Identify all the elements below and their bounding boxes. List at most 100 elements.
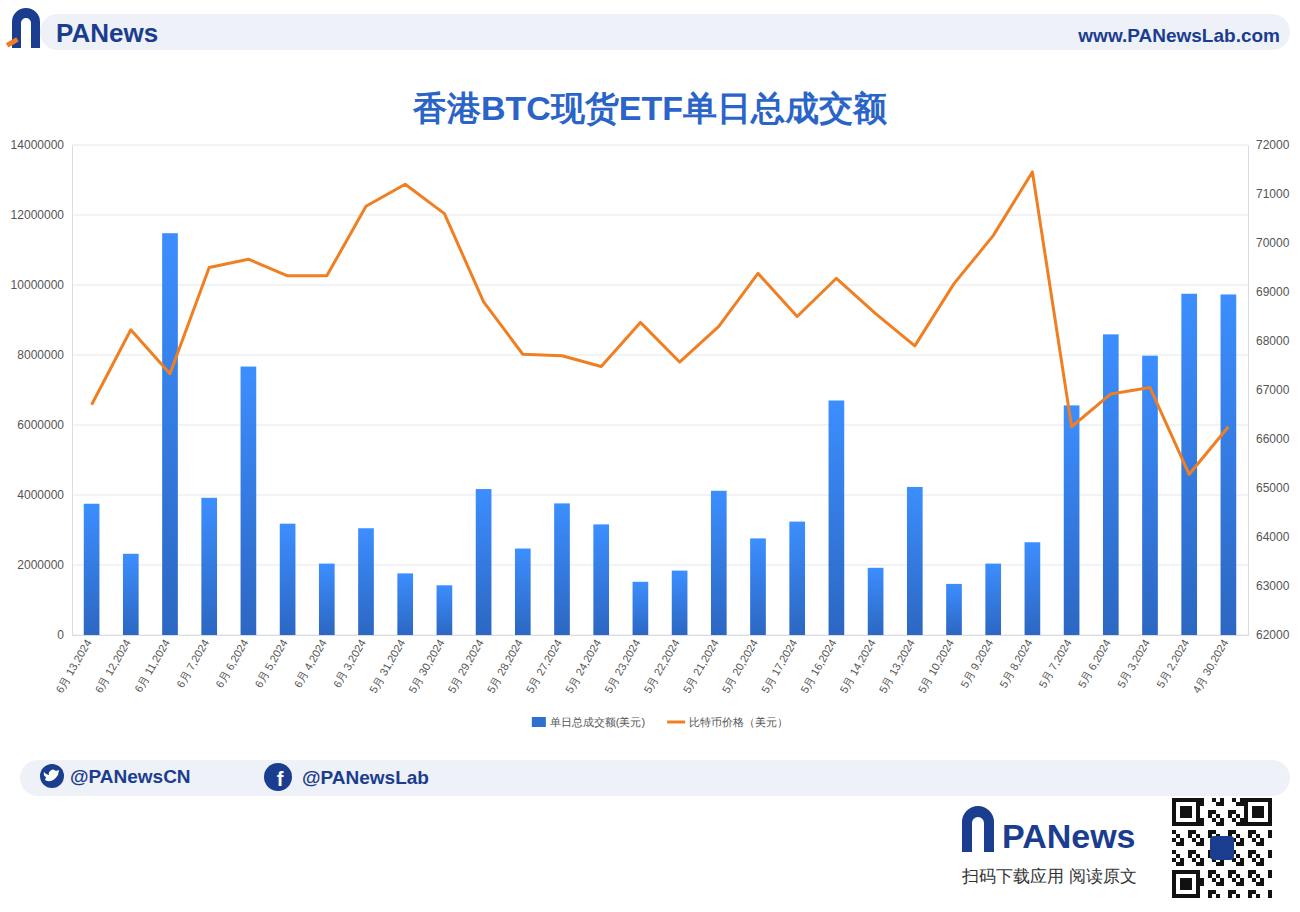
bar-series (84, 233, 1236, 635)
qr-module (1252, 838, 1256, 842)
y-axis-tick-label: 8000000 (17, 348, 64, 362)
qr-module (1172, 858, 1176, 862)
y2-axis-tick: 70000 (1248, 236, 1290, 250)
qr-module (1240, 862, 1244, 866)
qr-module (1192, 838, 1196, 842)
y2-axis-tick: 65000 (1248, 481, 1290, 495)
qr-module (1220, 878, 1224, 882)
x-axis-tick: 6月 3,2024 (331, 637, 368, 690)
twitter-handle: @PANewsCN (70, 766, 191, 787)
x-axis-tick: 5月 3,2024 (1115, 637, 1152, 690)
chart-title: 香港BTC现货ETF单日总成交额 (412, 89, 887, 127)
qr-module (1192, 858, 1196, 862)
qr-module (1260, 878, 1264, 882)
qr-module (1188, 850, 1192, 854)
qr-module (1228, 890, 1232, 894)
qr-module (1268, 874, 1272, 878)
qr-module (1200, 842, 1204, 846)
y2-axis-line (1248, 146, 1249, 636)
qr-module (1200, 818, 1204, 822)
y2-axis-tick: 72000 (1248, 138, 1290, 152)
qr-module (1228, 814, 1232, 818)
x-axis-tick-label: 6月 11,2024 (132, 637, 172, 694)
qr-module (1236, 802, 1240, 806)
y-axis-tick: 8000000 (17, 348, 72, 362)
x-axis-tick-label: 5月 28,2024 (485, 637, 525, 695)
qr-module (1216, 894, 1220, 898)
qr-module (1188, 830, 1192, 834)
qr-module (1256, 854, 1260, 858)
bar (868, 568, 884, 635)
qr-module (1260, 842, 1264, 846)
x-axis-tick: 5月 2,2024 (1154, 637, 1191, 690)
qr-module (1228, 870, 1232, 874)
qr-module (1240, 878, 1244, 882)
y2-axis-tick-label: 62000 (1256, 628, 1290, 642)
grid-line (72, 285, 1248, 286)
qr-module (1252, 830, 1256, 834)
x-axis-tick: 5月 16,2024 (798, 637, 838, 695)
qr-module (1228, 810, 1232, 814)
qr-module (1172, 830, 1176, 834)
legend: 单日总成交额(美元)比特币价格（美元） (532, 716, 788, 728)
qr-module (1200, 802, 1204, 806)
qr-module (1232, 798, 1236, 802)
brand-text: PANews (56, 18, 158, 48)
bar (946, 584, 962, 635)
legend-label: 比特币价格（美元） (689, 716, 788, 728)
x-axis-tick-label: 6月 3,2024 (331, 637, 368, 690)
bar (1103, 334, 1119, 635)
x-axis-tick: 6月 6,2024 (213, 637, 250, 690)
qr-logo (1210, 836, 1234, 860)
x-axis-tick-label: 5月 7,2024 (1036, 637, 1073, 690)
qr-module (1236, 874, 1240, 878)
x-axis-tick-label: 5月 13,2024 (877, 637, 917, 695)
y-axis-tick: 14000000 (11, 138, 72, 152)
footer-logo-icon (962, 806, 994, 852)
qr-module (1232, 818, 1236, 822)
qr-module (1212, 890, 1216, 894)
x-axis-tick-label: 5月 24,2024 (563, 637, 603, 695)
x-axis-tick-label: 5月 16,2024 (798, 637, 838, 695)
y2-axis-tick: 64000 (1248, 530, 1290, 544)
qr-module (1268, 870, 1272, 874)
qr-module (1220, 818, 1224, 822)
qr-module (1260, 838, 1264, 842)
legend-item: 比特币价格（美元） (667, 716, 788, 728)
qr-module (1252, 878, 1256, 882)
legend-swatch (532, 717, 546, 727)
x-axis-tick: 5月 20,2024 (720, 637, 760, 695)
qr-module (1240, 838, 1244, 842)
grid-line (72, 215, 1248, 216)
qr-module (1208, 874, 1212, 878)
x-axis-tick: 5月 22,2024 (641, 637, 681, 695)
facebook-glyph: f (277, 768, 284, 790)
y-axis-line (72, 146, 73, 636)
qr-module (1220, 822, 1224, 826)
bar (672, 571, 688, 635)
y-axis-tick-label: 12000000 (11, 208, 65, 222)
qr-module (1216, 862, 1220, 866)
x-axis-tick-label: 6月 6,2024 (213, 637, 250, 690)
qr-module (1200, 838, 1204, 842)
logo-accent (6, 37, 19, 47)
qr-module (1240, 822, 1244, 826)
qr-module (1212, 830, 1216, 834)
qr-module (1200, 822, 1204, 826)
qr-module (1180, 842, 1184, 846)
qr-module (1240, 798, 1244, 802)
y-axis-tick: 4000000 (17, 488, 72, 502)
x-axis-tick: 5月 23,2024 (602, 637, 642, 695)
twitter-bird (44, 770, 59, 782)
bar (437, 585, 453, 635)
y-axis-tick-label: 0 (57, 628, 64, 642)
y2-axis-tick-label: 72000 (1256, 138, 1290, 152)
y-axis-tick: 2000000 (17, 558, 72, 572)
header-band (40, 14, 1290, 50)
qr-module (1180, 838, 1184, 842)
x-axis-tick-label: 5月 29,2024 (445, 637, 485, 695)
qr-module (1216, 822, 1220, 826)
x-axis-line (73, 635, 1249, 636)
qr-module (1192, 850, 1196, 854)
qr-module (1256, 882, 1260, 886)
